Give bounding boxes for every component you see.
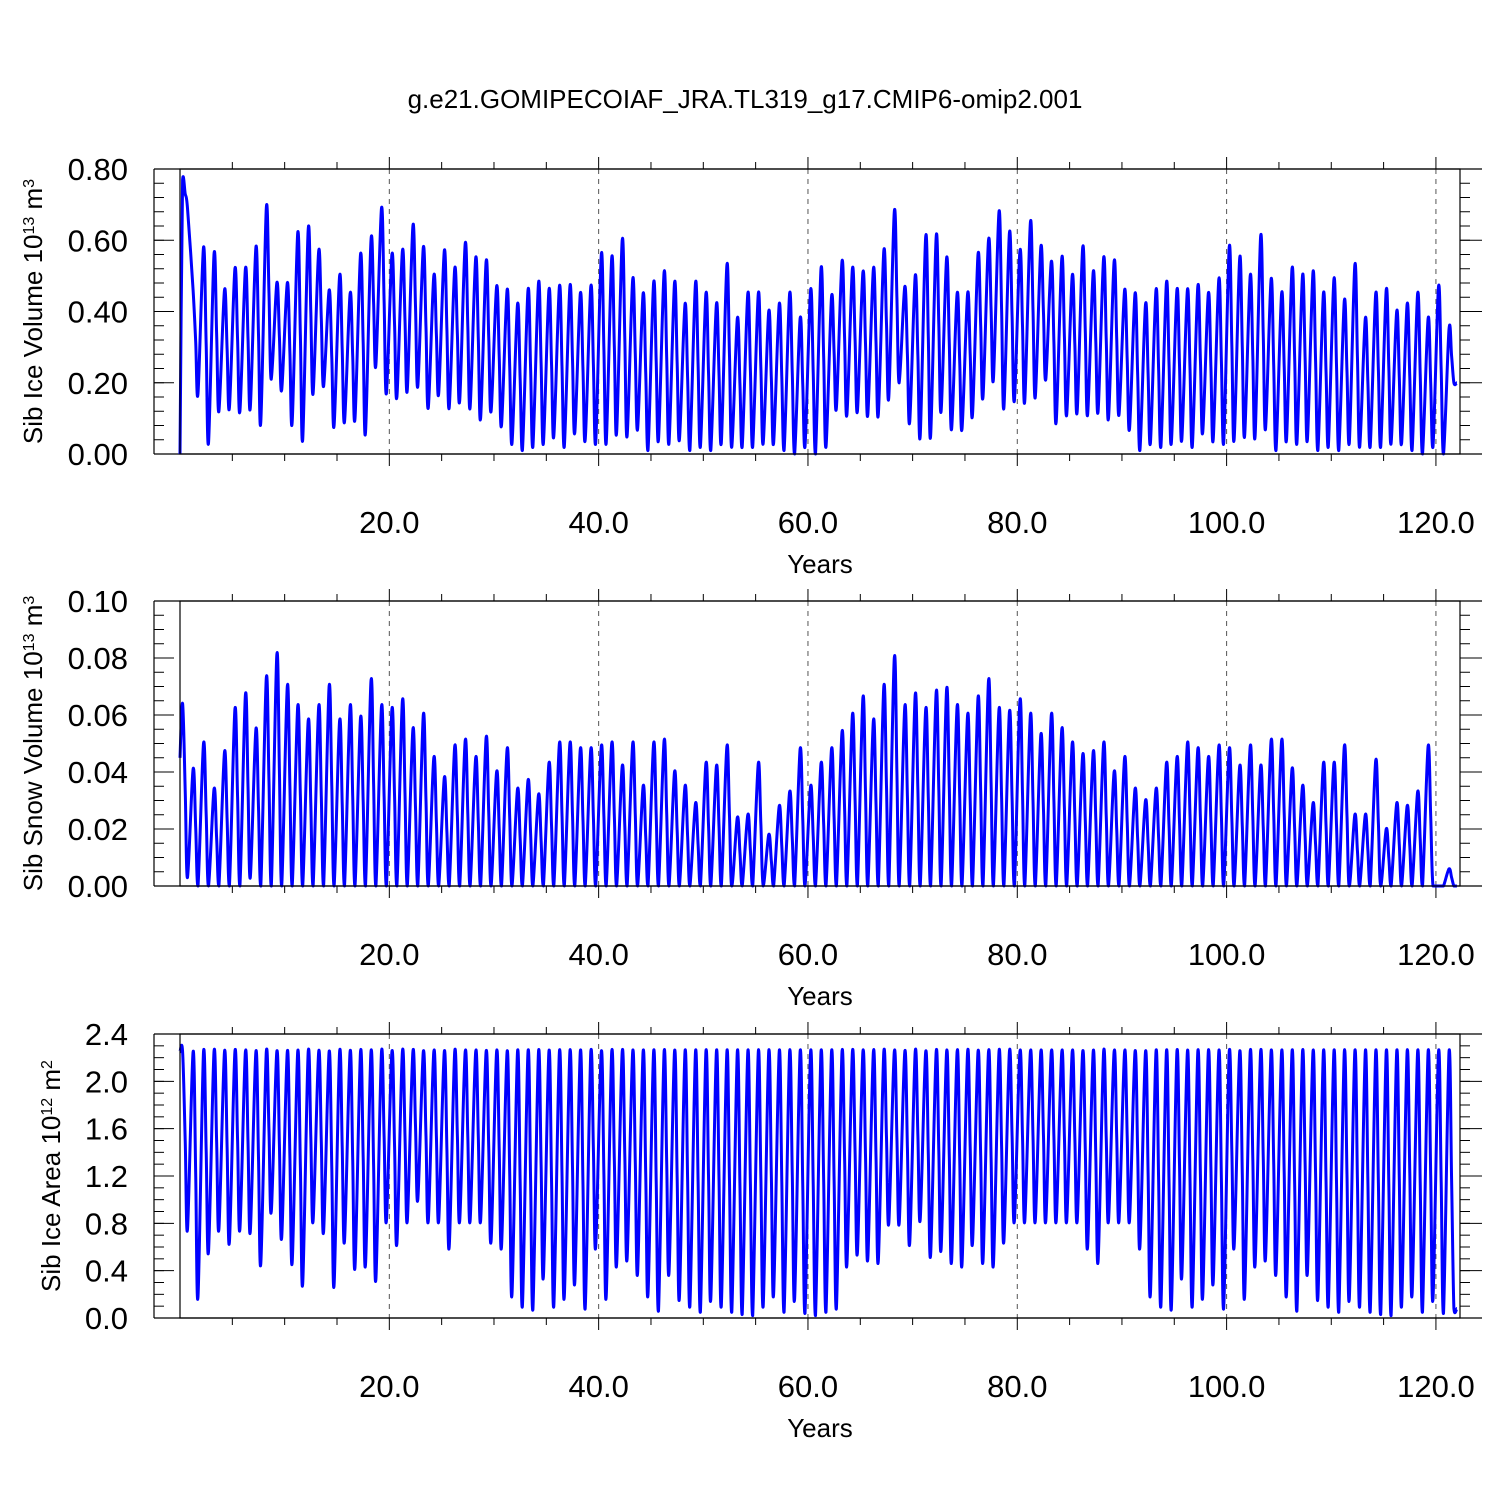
y-axis-label-exponent: 12 [39, 1098, 56, 1116]
y-axis-label: Sib Ice Area 1012 m2 [36, 1060, 66, 1292]
y-axis-label: Sib Snow Volume 1013 m3 [18, 596, 48, 892]
y-tick-labels: 0.00 0.20 0.40 0.60 0.80 [68, 152, 128, 472]
x-tick-label: 20.0 [359, 1369, 419, 1404]
x-tick-labels: 20.0 40.0 60.0 80.0 100.0 120.0 [359, 1369, 1475, 1404]
ice-volume-panel: 0.00 0.20 0.40 0.60 0.80 20.0 40.0 60.0 80.0 100… [18, 152, 1482, 579]
x-tick-label: 120.0 [1397, 1369, 1475, 1404]
x-tick-label: 80.0 [987, 937, 1047, 972]
y-axis-label-unit: m [36, 1069, 66, 1098]
y-tick-label: 0.20 [68, 366, 128, 401]
x-tick-label: 20.0 [359, 505, 419, 540]
y-axis-label-main: Sib Ice Volume 10 [18, 235, 48, 445]
y-tick-labels: 0.0 0.4 0.8 1.2 1.6 2.0 2.4 [85, 1017, 128, 1336]
y-axis-label-unit-exponent: 3 [21, 596, 38, 605]
plot-frame [179, 1033, 1461, 1319]
x-tick-label: 80.0 [987, 1369, 1047, 1404]
x-tick-label: 100.0 [1188, 1369, 1266, 1404]
y-axis-label-main: Sib Ice Area 10 [36, 1116, 66, 1292]
y-tick-label: 1.2 [85, 1159, 128, 1194]
y-tick-label: 0.02 [68, 812, 128, 847]
y-tick-label: 2.0 [85, 1064, 128, 1099]
y-axis-label-exponent: 13 [21, 217, 38, 235]
y-axis-label-unit: m [18, 605, 48, 634]
y-tick-label: 0.00 [68, 437, 128, 472]
x-axis-label: Years [787, 549, 853, 579]
series-line [178, 1043, 1459, 1318]
y-axis-label-exponent: 13 [21, 633, 38, 651]
y-tick-label: 1.6 [85, 1112, 128, 1147]
y-axis-label-unit: m [18, 188, 48, 217]
x-tick-label: 40.0 [568, 937, 628, 972]
x-tick-label: 40.0 [568, 505, 628, 540]
x-tick-labels: 20.0 40.0 60.0 80.0 100.0 120.0 [359, 937, 1475, 972]
x-tick-labels: 20.0 40.0 60.0 80.0 100.0 120.0 [359, 505, 1475, 540]
x-tick-label: 60.0 [778, 1369, 838, 1404]
series-line [178, 651, 1457, 888]
y-axis-label-unit-exponent: 2 [39, 1060, 56, 1069]
plot-frame [179, 168, 1461, 455]
figure-title: g.e21.GOMIPECOIAF_JRA.TL319_g17.CMIP6-om… [408, 84, 1083, 114]
series-layer [178, 1043, 1459, 1318]
y-axis-label-unit-exponent: 3 [21, 179, 38, 188]
y-tick-label: 0.8 [85, 1206, 128, 1241]
series-layer [178, 651, 1457, 888]
x-axis-label: Years [787, 1413, 853, 1443]
x-tick-label: 60.0 [778, 505, 838, 540]
y-tick-label: 0.60 [68, 223, 128, 258]
y-axis-label: Sib Ice Volume 1013 m3 [18, 179, 48, 444]
snow-volume-panel: 0.00 0.02 0.04 0.06 0.08 0.10 20.0 40.0 60.0 80.… [18, 584, 1482, 1011]
x-tick-label: 120.0 [1397, 505, 1475, 540]
y-tick-label: 0.08 [68, 641, 128, 676]
x-tick-label: 80.0 [987, 505, 1047, 540]
x-tick-label: 100.0 [1188, 505, 1266, 540]
ice-area-panel: 0.0 0.4 0.8 1.2 1.6 2.0 2.4 20.0 40.0 60.0 80.0 10… [36, 1017, 1482, 1443]
y-tick-label: 2.4 [85, 1017, 128, 1052]
series-line [178, 175, 1459, 456]
y-axis-label-main: Sib Snow Volume 10 [18, 651, 48, 891]
x-tick-label: 40.0 [568, 1369, 628, 1404]
y-tick-label: 0.0 [85, 1301, 128, 1336]
x-axis-label: Years [787, 981, 853, 1011]
x-tick-label: 60.0 [778, 937, 838, 972]
y-tick-label: 0.40 [68, 295, 128, 330]
y-tick-labels: 0.00 0.02 0.04 0.06 0.08 0.10 [68, 584, 128, 904]
y-tick-label: 0.00 [68, 869, 128, 904]
x-tick-label: 20.0 [359, 937, 419, 972]
x-tick-label: 120.0 [1397, 937, 1475, 972]
y-tick-label: 0.06 [68, 698, 128, 733]
y-tick-label: 0.04 [68, 755, 128, 790]
x-tick-label: 100.0 [1188, 937, 1266, 972]
plot-frame [179, 600, 1461, 887]
y-tick-label: 0.80 [68, 152, 128, 187]
series-layer [178, 175, 1459, 456]
y-tick-label: 0.4 [85, 1254, 128, 1289]
y-tick-label: 0.10 [68, 584, 128, 619]
